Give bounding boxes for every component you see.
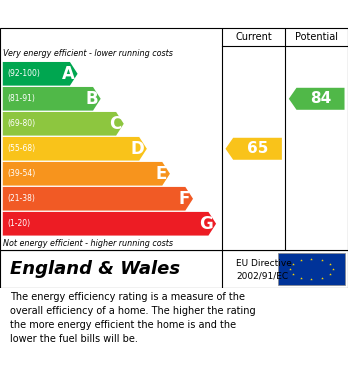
Text: Not energy efficient - higher running costs: Not energy efficient - higher running co…: [3, 239, 173, 248]
Text: Potential: Potential: [295, 32, 338, 42]
Polygon shape: [3, 187, 193, 211]
Text: (39-54): (39-54): [7, 169, 35, 178]
Text: 65: 65: [247, 141, 268, 156]
Text: (21-38): (21-38): [7, 194, 35, 203]
Text: The energy efficiency rating is a measure of the
overall efficiency of a home. T: The energy efficiency rating is a measur…: [10, 292, 256, 344]
Text: England & Wales: England & Wales: [10, 260, 181, 278]
Polygon shape: [3, 87, 101, 111]
Text: (69-80): (69-80): [7, 119, 35, 128]
Text: (81-91): (81-91): [7, 94, 35, 103]
Text: C: C: [109, 115, 121, 133]
Polygon shape: [3, 62, 78, 86]
Text: (1-20): (1-20): [7, 219, 30, 228]
Text: Very energy efficient - lower running costs: Very energy efficient - lower running co…: [3, 49, 173, 58]
Text: E: E: [156, 165, 167, 183]
Text: 84: 84: [310, 91, 331, 106]
Polygon shape: [3, 112, 124, 136]
Text: 2002/91/EC: 2002/91/EC: [236, 271, 288, 280]
Polygon shape: [226, 138, 282, 160]
Polygon shape: [3, 212, 216, 235]
Text: D: D: [130, 140, 144, 158]
Text: (55-68): (55-68): [7, 144, 35, 153]
Text: A: A: [62, 65, 75, 83]
Text: (92-100): (92-100): [7, 69, 40, 78]
Polygon shape: [289, 88, 345, 110]
Text: EU Directive: EU Directive: [236, 259, 292, 268]
Text: Energy Efficiency Rating: Energy Efficiency Rating: [69, 7, 279, 22]
Polygon shape: [3, 162, 170, 186]
Polygon shape: [3, 137, 147, 161]
Text: F: F: [179, 190, 190, 208]
Text: G: G: [199, 215, 213, 233]
Text: Current: Current: [235, 32, 272, 42]
Text: B: B: [85, 90, 98, 108]
Bar: [278, 253, 345, 285]
